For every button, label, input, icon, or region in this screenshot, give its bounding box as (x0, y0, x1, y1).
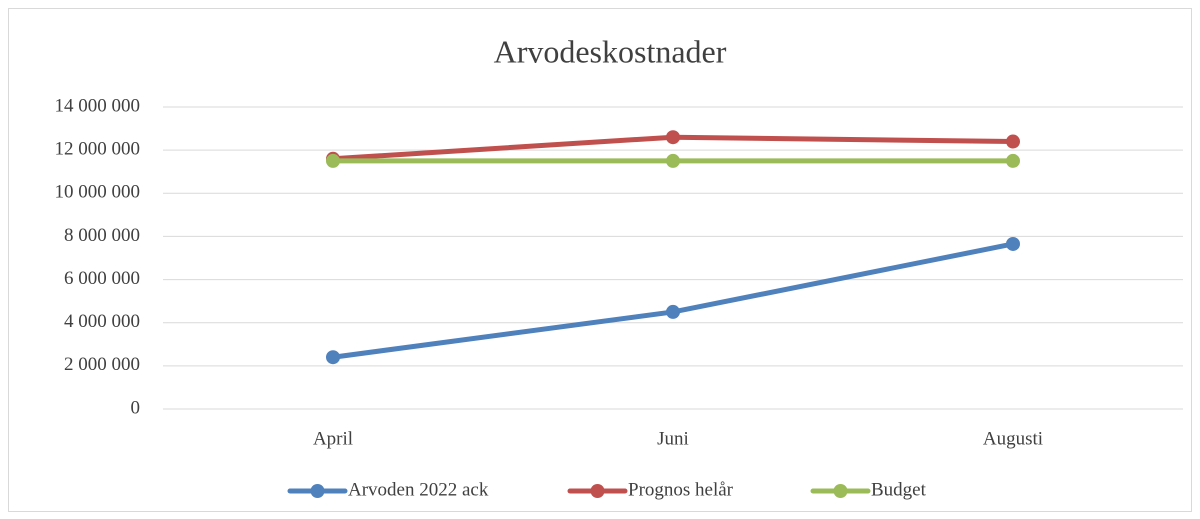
data-point (326, 350, 340, 365)
y-tick-label: 4 000 000 (64, 311, 140, 332)
y-tick-label: 14 000 000 (55, 95, 141, 116)
chart-border (8, 8, 1192, 512)
x-tick-label: Juni (657, 428, 689, 449)
chart-title: Arvodeskostnader (494, 33, 727, 69)
legend-marker (833, 484, 848, 498)
legend-marker (590, 484, 605, 498)
legend-label: Prognos helår (628, 479, 734, 500)
data-point (1006, 236, 1020, 251)
y-tick-label: 10 000 000 (55, 182, 141, 203)
data-point (666, 153, 680, 168)
data-point (326, 153, 340, 168)
data-point (666, 130, 680, 145)
y-tick-label: 0 (131, 397, 141, 418)
x-tick-label: Augusti (983, 428, 1043, 449)
data-point (1006, 153, 1020, 168)
legend-label: Arvoden 2022 ack (348, 479, 489, 500)
legend-label: Budget (871, 479, 927, 500)
y-tick-label: 8 000 000 (64, 225, 140, 246)
y-tick-label: 12 000 000 (55, 139, 141, 160)
data-point (666, 304, 680, 319)
x-tick-label: April (313, 428, 353, 449)
y-tick-label: 2 000 000 (64, 354, 140, 375)
data-point (1006, 134, 1020, 149)
legend-marker (310, 484, 325, 498)
y-tick-label: 6 000 000 (64, 268, 140, 289)
